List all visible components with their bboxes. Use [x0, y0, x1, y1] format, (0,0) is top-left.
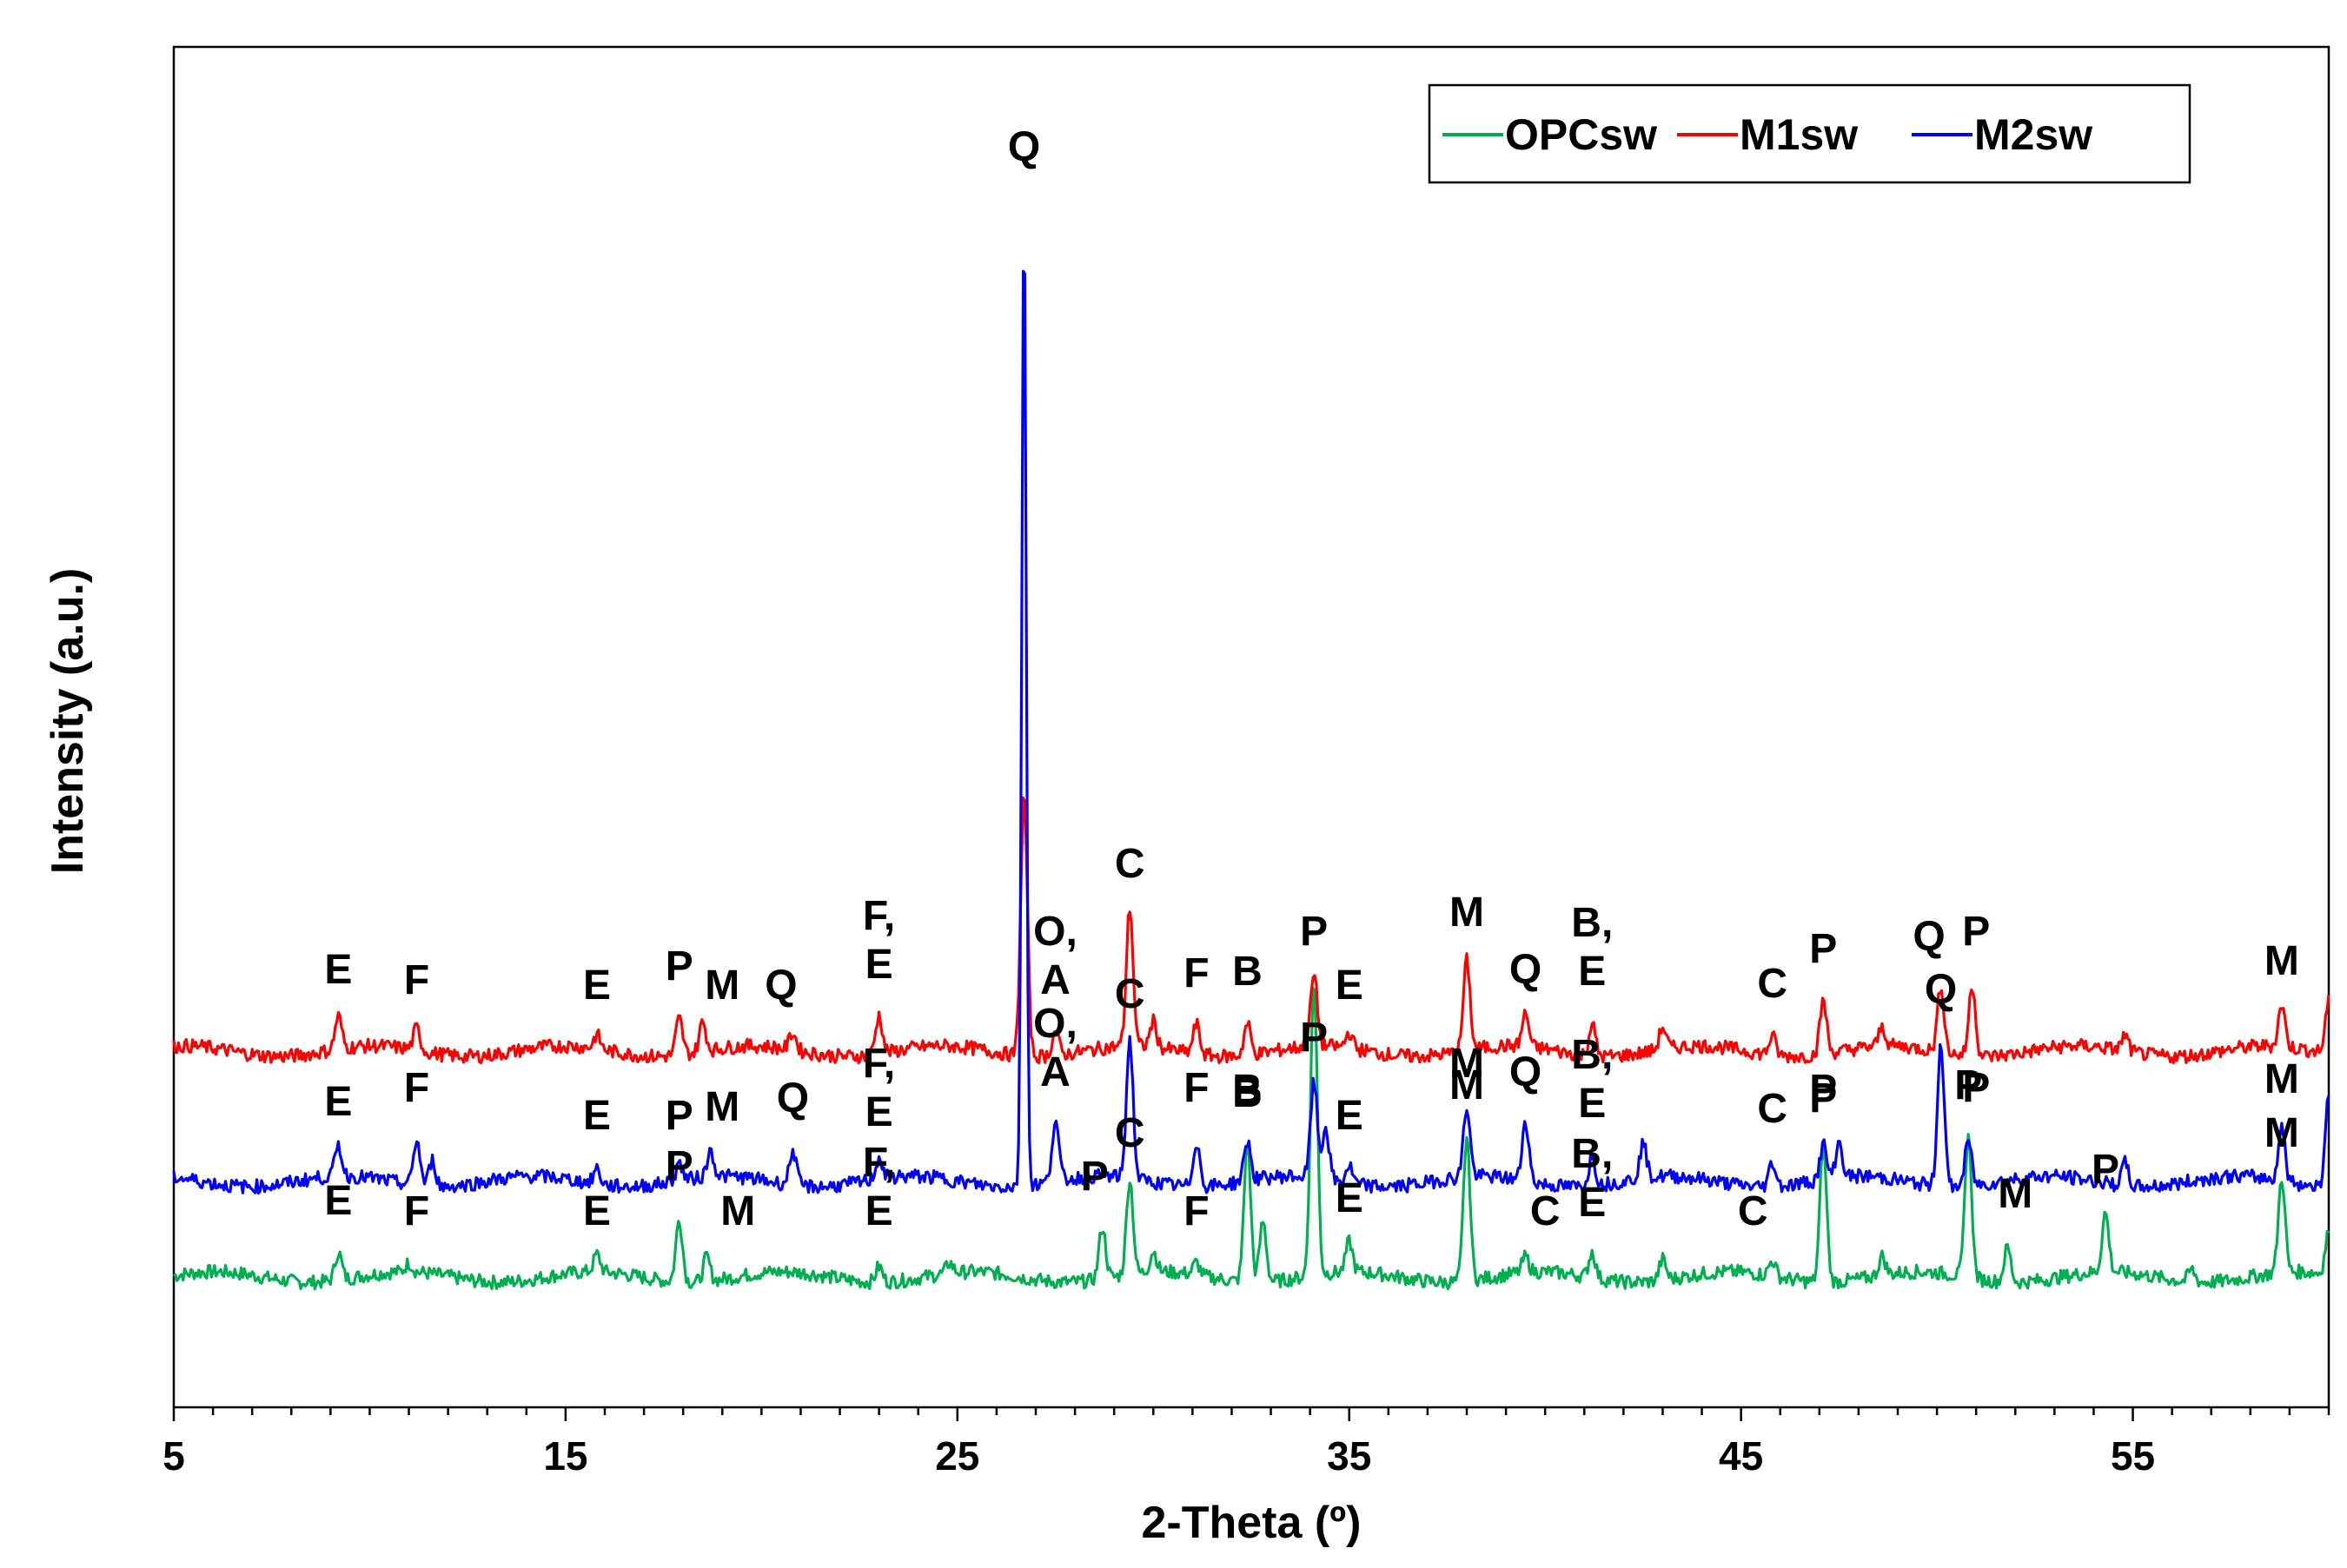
peak-label-opcsw: F,	[863, 1140, 895, 1186]
peak-label-m1sw: B,	[1571, 900, 1613, 946]
peak-label-m2sw: E	[865, 1089, 893, 1135]
peak-label-m1sw: Q	[1509, 947, 1541, 993]
x-tick-label: 55	[2111, 1433, 2155, 1479]
peak-label-m2sw: C	[1757, 1086, 1787, 1132]
peak-label-opcsw: E	[324, 1178, 352, 1224]
peak-label-m2sw: E	[324, 1079, 352, 1125]
peak-label-opcsw: E	[1578, 1180, 1606, 1226]
peak-label-m1sw: M	[705, 963, 739, 1009]
legend: OPCsw M1sw M2sw	[1428, 83, 2191, 184]
peak-label-m1sw: P	[1300, 909, 1328, 955]
peak-label-opcsw: C	[1530, 1188, 1561, 1234]
x-tick-label: 5	[162, 1433, 185, 1479]
peak-label-m1sw: E	[1578, 949, 1606, 995]
peak-label-opcsw: E	[1336, 1175, 1363, 1221]
x-tick-label: 35	[1327, 1433, 1371, 1479]
peak-label-m2sw: M	[1449, 1041, 1484, 1087]
peak-label-m2sw: M	[2264, 1056, 2299, 1102]
peak-label-m2sw: E	[1336, 1093, 1363, 1139]
peak-label-m2sw: M	[705, 1084, 739, 1130]
x-tick-label: 45	[1719, 1433, 1763, 1479]
peak-label-opcsw: P	[1081, 1154, 1109, 1200]
peak-label-m2sw: C	[1115, 971, 1145, 1017]
x-tick-label: 25	[935, 1433, 979, 1479]
peak-label-m1sw: C	[1757, 961, 1787, 1007]
peak-label-m1sw: Q	[765, 963, 797, 1009]
peak-label-m2sw: F	[1183, 1065, 1209, 1111]
y-axis-title: Intensity (a.u.)	[43, 568, 93, 874]
peak-label-opcsw: M	[1998, 1171, 2032, 1217]
x-axis-ticks: 5 15 25 35 45 55	[162, 1407, 2330, 1479]
peak-label-opcsw: P	[1809, 1067, 1837, 1113]
peak-label-m2sw: Q	[1925, 967, 1957, 1013]
peak-label-m1sw: M	[1449, 890, 1484, 936]
peak-label-m2sw: P	[1962, 1065, 1990, 1111]
peak-label-m2sw: Q	[777, 1075, 809, 1121]
series-line-m2sw	[172, 269, 2330, 1195]
legend-label-m2sw: M2sw	[1974, 110, 2092, 159]
peak-label-m2sw: F	[404, 1065, 429, 1111]
peak-label-opcsw: F	[1183, 1188, 1209, 1234]
peak-label-m1sw: Q	[1008, 124, 1040, 170]
peak-label-opcsw: M	[2264, 1110, 2299, 1156]
peak-label-opcsw: B,	[1571, 1131, 1613, 1177]
peak-label-m2sw: E	[1578, 1081, 1606, 1127]
peak-label-opcsw: C	[1115, 1110, 1145, 1156]
series-line-m1sw	[172, 796, 2330, 1065]
peak-label-m2sw: O,	[1033, 1001, 1077, 1047]
peak-label-opcsw: F	[404, 1188, 429, 1234]
peak-label-m1sw: F,	[863, 893, 895, 939]
peak-label-m1sw: E	[865, 942, 893, 988]
peak-label-m1sw: E	[583, 963, 611, 1009]
peak-label-m2sw: P	[1300, 1015, 1328, 1061]
peak-label-m1sw: P	[666, 943, 693, 989]
legend-items: OPCsw M1sw M2sw	[1442, 110, 2092, 159]
peak-label-m2sw: A	[1040, 1049, 1071, 1095]
peak-label-m1sw: M	[2264, 938, 2299, 984]
x-tick-label: 15	[543, 1433, 587, 1479]
legend-label-m1sw: M1sw	[1740, 110, 1858, 159]
peak-label-m1sw: P	[1962, 909, 1990, 955]
peak-label-m1sw: E	[324, 947, 352, 993]
peak-label-m1sw: B	[1232, 949, 1263, 995]
peak-label-opcsw: P	[666, 1143, 693, 1189]
peak-label-m2sw: B,	[1571, 1032, 1613, 1078]
peak-label-m1sw: F	[404, 957, 429, 1003]
peak-label-m2sw: P	[666, 1093, 693, 1139]
legend-label-opcsw: OPCsw	[1505, 110, 1657, 159]
x-axis-title: 2-Theta (º)	[1142, 1498, 1362, 1548]
peak-label-m2sw: F,	[863, 1041, 895, 1087]
series-layer	[172, 269, 2330, 1291]
peak-label-m2sw: Q	[1509, 1049, 1541, 1095]
peak-label-m1sw: C	[1115, 841, 1145, 887]
peak-label-opcsw: B	[1232, 1067, 1263, 1113]
peak-label-m2sw: E	[583, 1093, 611, 1139]
peak-label-m1sw: A	[1040, 957, 1071, 1003]
peak-label-m2sw: B	[1232, 1070, 1263, 1116]
peak-label-m1sw: Q	[1913, 914, 1945, 960]
peak-label-opcsw: P	[1954, 1062, 1982, 1108]
peak-label-m1sw: F	[1183, 950, 1209, 996]
peak-label-m1sw: P	[1809, 926, 1837, 972]
peak-label-m1sw: E	[1336, 963, 1363, 1009]
peak-label-opcsw: C	[1738, 1188, 1768, 1234]
peak-label-m2sw: P	[1809, 1075, 1837, 1121]
peak-label-opcsw: E	[865, 1188, 893, 1234]
peak-label-opcsw: M	[1449, 1062, 1484, 1108]
peak-label-opcsw: P	[2092, 1147, 2119, 1193]
legend-box	[1428, 83, 2191, 184]
peak-label-m1sw: O,	[1033, 909, 1077, 955]
peak-label-opcsw: E	[583, 1188, 611, 1234]
peak-label-opcsw: M	[720, 1188, 755, 1234]
